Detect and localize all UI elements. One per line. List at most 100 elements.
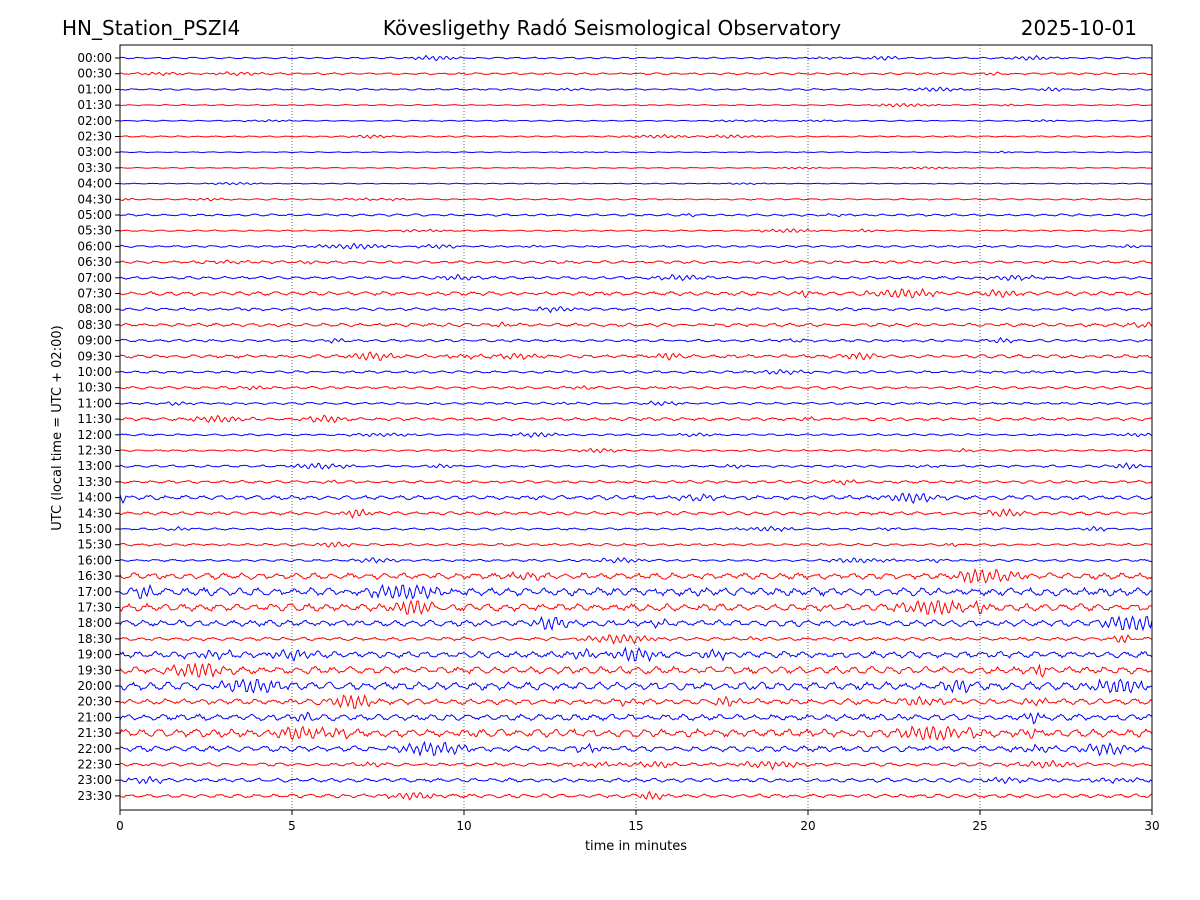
trace-1700 [119, 583, 1153, 600]
x-axis-label: time in minutes [585, 839, 687, 854]
y-tick-label: 23:30 [77, 789, 112, 803]
y-tick-label: 00:30 [77, 67, 112, 81]
trace-2100 [119, 711, 1153, 725]
y-tick-label: 22:30 [77, 758, 112, 772]
trace-0800 [119, 306, 1153, 314]
y-tick-label: 20:00 [77, 679, 112, 693]
y-tick-label: 15:00 [77, 522, 112, 536]
trace-0430 [119, 197, 1153, 202]
trace-1200 [119, 431, 1153, 439]
y-tick-label: 05:00 [77, 208, 112, 222]
trace-1130 [119, 414, 1153, 424]
trace-0630 [119, 259, 1153, 265]
y-tick-label: 19:00 [77, 648, 112, 662]
trace-0900 [119, 336, 1153, 344]
trace-2130 [119, 725, 1153, 741]
x-tick-label-10: 10 [456, 819, 471, 833]
trace-2230 [119, 759, 1153, 771]
x-tick-label-25: 25 [972, 819, 987, 833]
x-tick-label-15: 15 [628, 819, 643, 833]
trace-2330 [119, 790, 1153, 801]
y-tick-label: 06:00 [77, 239, 112, 253]
x-axis-ticks: 0 5 10 15 20 25 30 [116, 810, 1160, 833]
trace-1300 [119, 462, 1153, 471]
y-tick-label: 06:30 [77, 255, 112, 269]
y-axis-label: UTC (local time = UTC + 02:00) [50, 325, 65, 530]
y-tick-label: 14:00 [77, 491, 112, 505]
plot-frame [119, 44, 1153, 811]
trace-1430 [119, 508, 1153, 519]
trace-0400 [119, 181, 1153, 186]
trace-1830 [119, 633, 1153, 645]
trace-1900 [119, 646, 1153, 663]
y-tick-label: 22:00 [77, 742, 112, 756]
trace-1000 [119, 368, 1153, 376]
chart-date: 2025-10-01 [1021, 16, 1137, 40]
trace-0530 [119, 228, 1153, 233]
y-tick-label: 12:30 [77, 444, 112, 458]
x-tick-label-0: 0 [116, 819, 124, 833]
y-tick-label: 01:00 [77, 82, 112, 96]
trace-0730 [119, 287, 1153, 299]
trace-0130 [119, 102, 1153, 108]
station-name: HN_Station_PSZI4 [62, 16, 240, 40]
y-tick-label: 03:30 [77, 161, 112, 175]
x-tick-label-20: 20 [800, 819, 815, 833]
trace-1030 [119, 385, 1153, 391]
y-tick-label: 12:00 [77, 428, 112, 442]
y-tick-label: 05:30 [77, 224, 112, 238]
trace-0830 [119, 321, 1153, 329]
trace-1600 [119, 557, 1153, 564]
y-tick-label: 07:30 [77, 287, 112, 301]
y-tick-label: 13:00 [77, 459, 112, 473]
trace-1400 [119, 492, 1153, 505]
y-tick-label: 01:30 [77, 98, 112, 112]
grid-lines [291, 45, 981, 810]
y-tick-label: 09:30 [77, 349, 112, 363]
y-tick-label: 10:30 [77, 381, 112, 395]
seismic-traces [119, 54, 1153, 801]
y-tick-label: 20:30 [77, 695, 112, 709]
trace-1800 [119, 615, 1153, 632]
y-tick-label: 02:00 [77, 114, 112, 128]
y-tick-label: 21:30 [77, 726, 112, 740]
y-tick-label: 04:30 [77, 192, 112, 206]
x-tick-label-5: 5 [288, 819, 296, 833]
y-tick-label: 19:30 [77, 663, 112, 677]
trace-0230 [119, 133, 1153, 140]
trace-1230 [119, 447, 1153, 454]
trace-1730 [119, 599, 1153, 616]
y-tick-label: 11:00 [77, 396, 112, 410]
y-tick-label: 08:30 [77, 318, 112, 332]
y-tick-label: 16:00 [77, 553, 112, 567]
y-tick-label: 13:30 [77, 475, 112, 489]
trace-2200 [119, 740, 1153, 757]
y-tick-label: 14:30 [77, 506, 112, 520]
trace-2300 [119, 775, 1153, 785]
y-tick-label: 17:30 [77, 601, 112, 615]
trace-0100 [119, 86, 1153, 92]
y-tick-label: 09:00 [77, 334, 112, 348]
x-tick-label-30: 30 [1144, 819, 1159, 833]
y-tick-label: 16:30 [77, 569, 112, 583]
y-tick-label: 10:00 [77, 365, 112, 379]
trace-2030 [119, 694, 1153, 709]
trace-0200 [119, 119, 1153, 123]
y-tick-label: 15:30 [77, 538, 112, 552]
y-tick-label: 18:00 [77, 616, 112, 630]
trace-1330 [119, 479, 1153, 486]
y-tick-label: 11:30 [77, 412, 112, 426]
trace-0330 [119, 166, 1153, 170]
trace-1100 [119, 400, 1153, 406]
trace-0700 [119, 273, 1153, 282]
y-tick-label: 00:00 [77, 51, 112, 65]
chart-title: Kövesligethy Radó Seismological Observat… [383, 16, 841, 40]
trace-0300 [119, 150, 1153, 154]
y-tick-label: 21:00 [77, 710, 112, 724]
trace-0930 [119, 351, 1153, 361]
trace-0000 [119, 54, 1153, 62]
trace-1630 [119, 568, 1153, 584]
trace-0600 [119, 242, 1153, 250]
